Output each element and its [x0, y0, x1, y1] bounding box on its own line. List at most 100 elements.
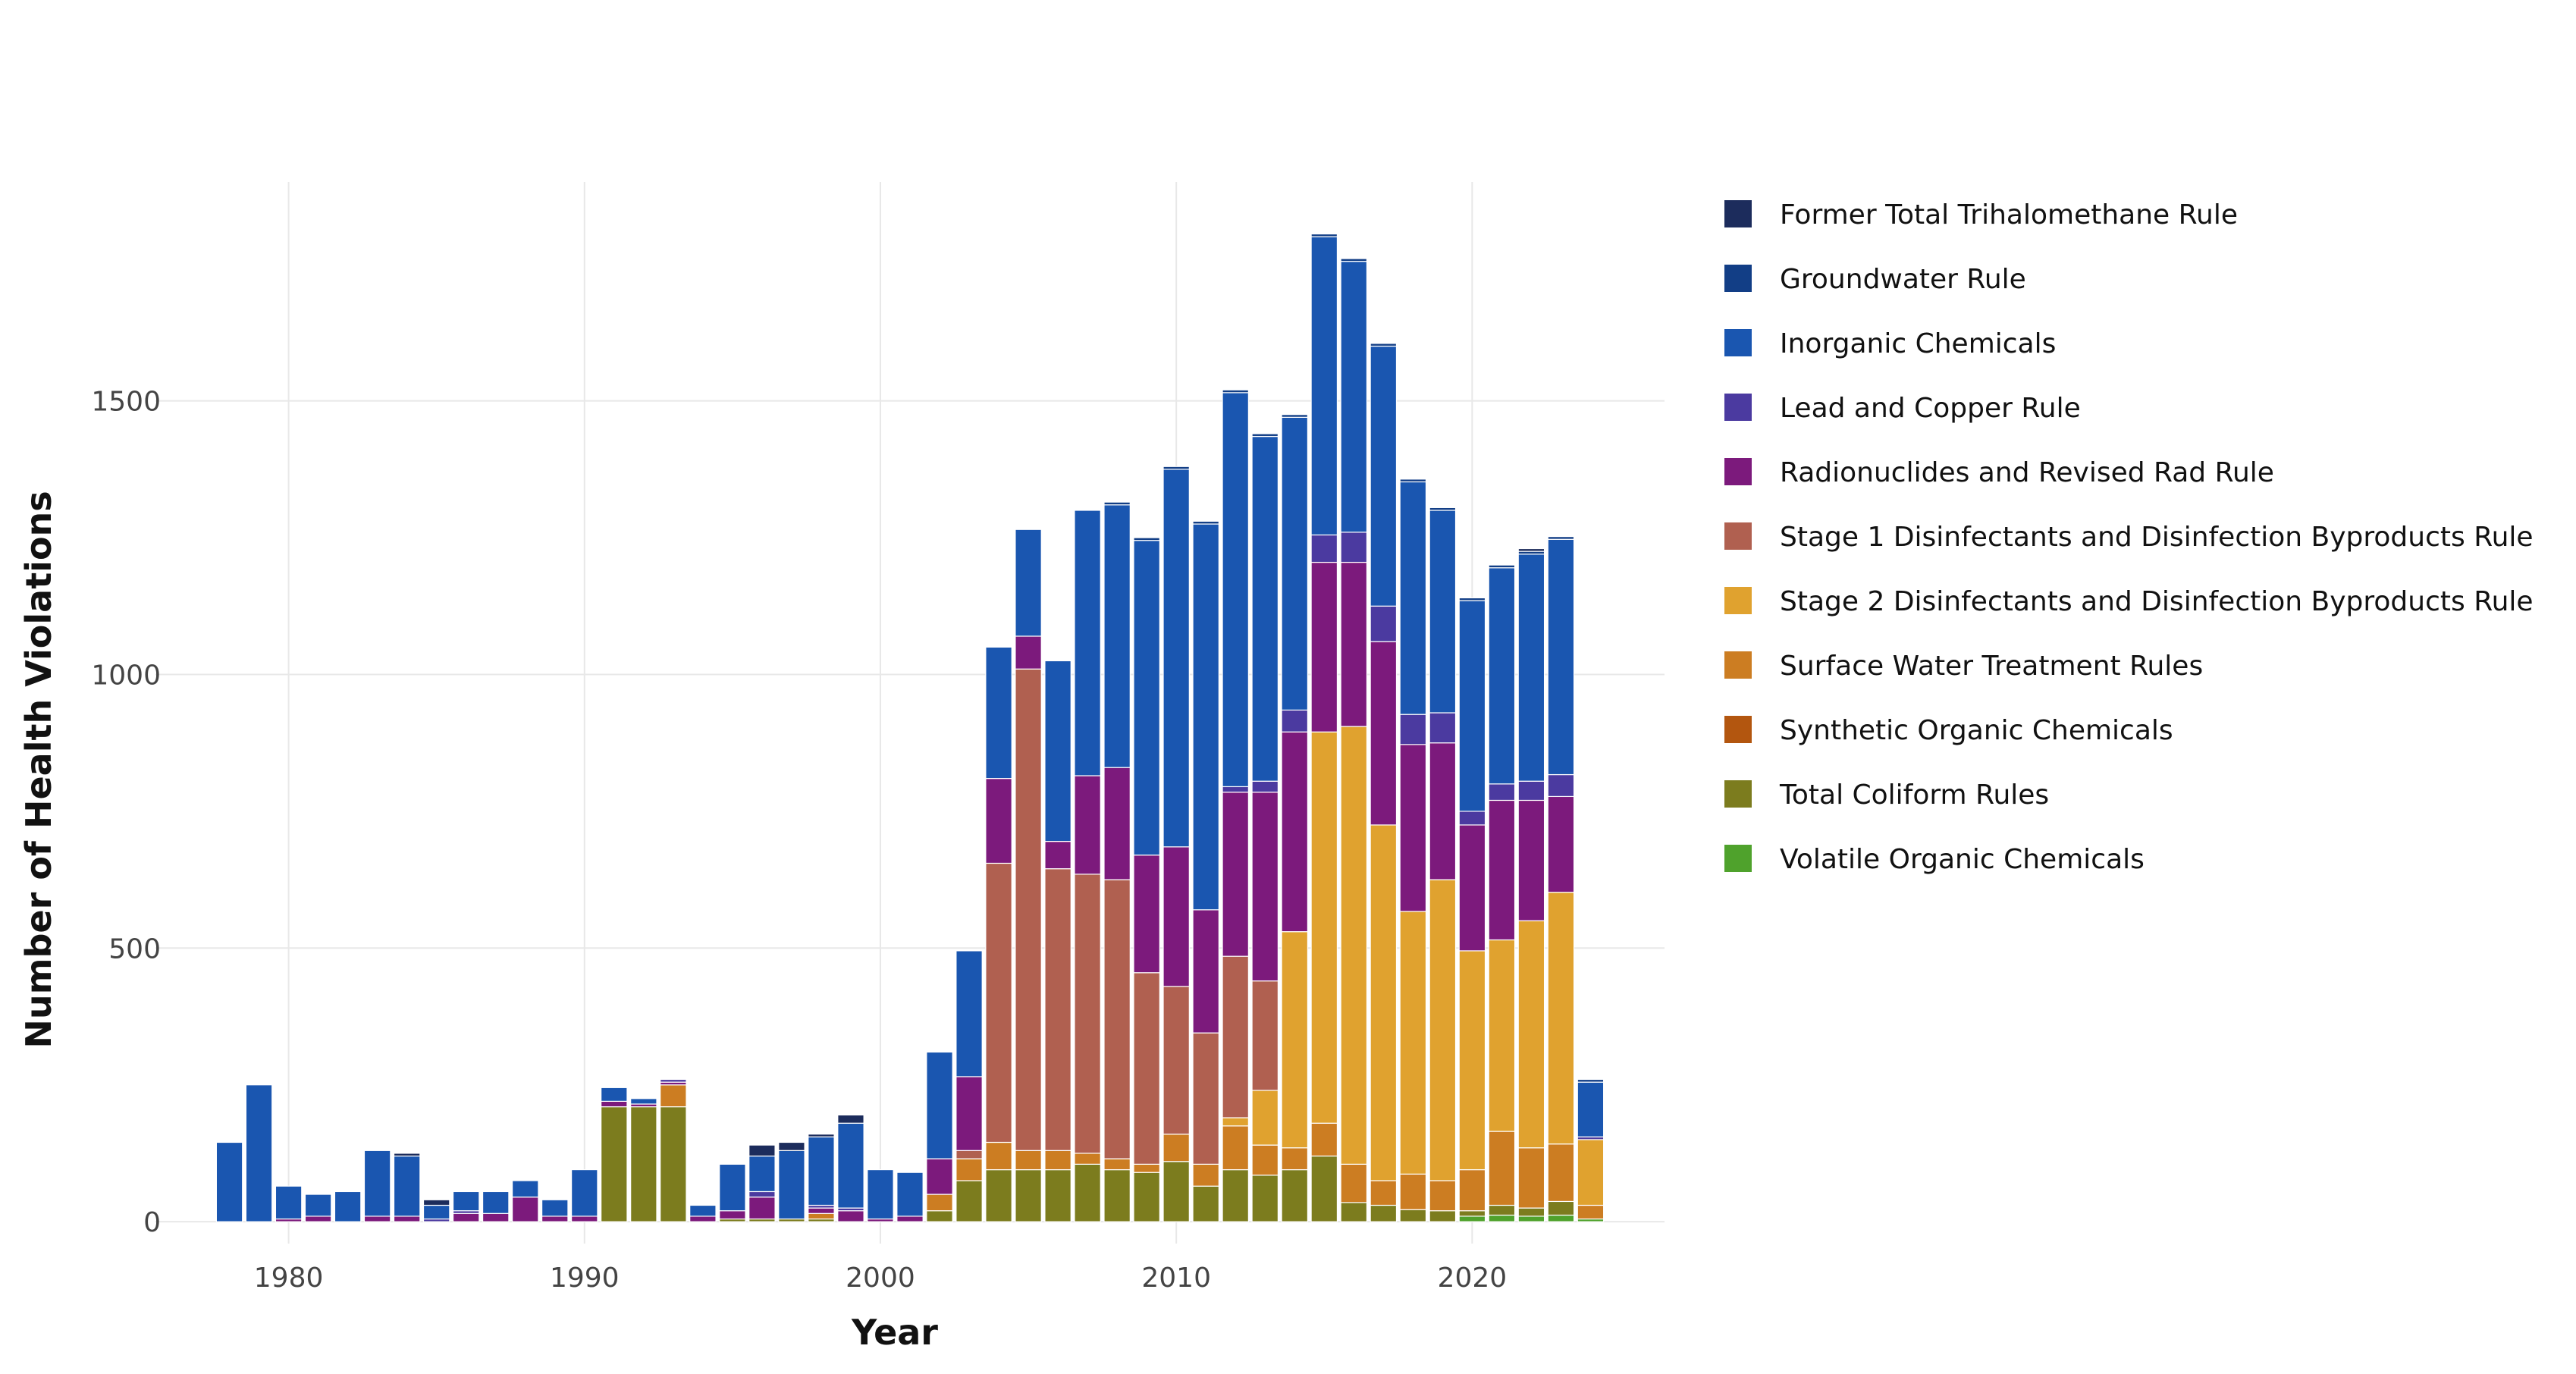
bar-segment [1458, 1169, 1486, 1212]
y-tick-labels: 0 500 1000 1500 [91, 387, 161, 1238]
bar-segment [1488, 564, 1516, 569]
bar-segment [1488, 783, 1516, 802]
y-tick-label: 1500 [91, 387, 161, 418]
bar-segment [1399, 481, 1427, 715]
bar-segment [808, 1136, 835, 1206]
bar-segment [748, 1155, 776, 1193]
bar-segment [1547, 795, 1575, 893]
bar-segment [1458, 950, 1486, 1171]
bar-segment [541, 1216, 569, 1222]
bar-segment [1488, 799, 1516, 941]
bar-segment [1251, 792, 1279, 982]
bar-segment [215, 1141, 243, 1222]
bar-segment [1222, 792, 1249, 957]
bar-segment [926, 1051, 953, 1159]
bar-segment [1310, 236, 1338, 536]
bar-segment [1192, 523, 1219, 911]
bar-segment [1340, 532, 1368, 563]
bar-segment [896, 1172, 924, 1217]
bar-segment [1044, 1150, 1072, 1171]
bar-segment [1251, 980, 1279, 1091]
bar-segment [955, 1158, 983, 1181]
bar-segment [1577, 1139, 1605, 1206]
bar-segment [1281, 416, 1309, 711]
bar-segment [245, 1084, 273, 1222]
legend-label: Lead and Copper Rule [1780, 393, 2081, 424]
bar-segment [926, 1194, 953, 1212]
y-axis-title: Number of Health Violations [18, 491, 59, 1048]
bar-segment [1517, 1207, 1545, 1217]
bar-segment [1458, 811, 1486, 826]
y-tick-label: 500 [108, 933, 161, 965]
bar-segment [867, 1169, 894, 1220]
bar-segment [1458, 600, 1486, 812]
bar-segment [1340, 261, 1368, 533]
bar-segment [837, 1122, 864, 1209]
bar-segment [1162, 1134, 1190, 1162]
bar-segment [1310, 534, 1338, 563]
bar-segment [1222, 955, 1249, 1118]
bar-segment [748, 1190, 776, 1198]
legend-swatch [1724, 716, 1752, 743]
bar-segment [1399, 911, 1427, 1175]
bar-segment [1370, 1180, 1398, 1206]
legend-swatch [1724, 845, 1752, 872]
bar-segment [1133, 540, 1160, 856]
bar-segment [422, 1199, 450, 1206]
bar-segment [1488, 939, 1516, 1132]
bar-segment [985, 1169, 1012, 1222]
bar-segment [1310, 233, 1338, 237]
bar-segment [1488, 1131, 1516, 1206]
bar-segment [1310, 1122, 1338, 1157]
x-tick-label: 2000 [846, 1263, 915, 1294]
legend-label: Groundwater Rule [1780, 264, 2026, 295]
bar-segment [1044, 1169, 1072, 1222]
bar-segment [1488, 567, 1516, 785]
legend-item: Lead and Copper Rule [1724, 393, 2081, 424]
bar-segment [955, 1150, 983, 1159]
bar-segment [511, 1197, 539, 1222]
bar-segment [1103, 879, 1131, 1159]
x-tick-label: 2010 [1141, 1263, 1211, 1294]
bar-segment [363, 1150, 391, 1217]
bar-segment [1162, 846, 1190, 987]
bar-segment [1429, 1210, 1457, 1222]
bar-segment [1251, 435, 1279, 782]
legend-swatch [1724, 522, 1752, 550]
legend-item: Surface Water Treatment Rules [1724, 651, 2203, 682]
x-axis-title: Year [851, 1312, 938, 1353]
bar-segment [1429, 742, 1457, 880]
bar-segment [452, 1212, 480, 1222]
bar-segment [926, 1210, 953, 1222]
bar-segment [1281, 1169, 1309, 1222]
bar-segment [571, 1216, 598, 1222]
y-tick-label: 1000 [91, 660, 161, 691]
x-tick-label: 1980 [254, 1263, 324, 1294]
bar-segment [1517, 1147, 1545, 1209]
bar-segment [1103, 504, 1131, 768]
legend-item: Volatile Organic Chemicals [1724, 844, 2145, 875]
legend-swatch [1724, 458, 1752, 485]
legend-label: Radionuclides and Revised Rad Rule [1780, 457, 2274, 488]
bar-segment [1577, 1081, 1605, 1137]
bar-segment [1340, 726, 1368, 1165]
bar-segment [1547, 536, 1575, 540]
legend-swatch [1724, 587, 1752, 614]
legend: Former Total Trihalomethane Rule Groundwa… [1724, 199, 2534, 875]
bar-segment [1399, 744, 1427, 912]
legend-label: Former Total Trihalomethane Rule [1780, 199, 2238, 231]
bar-segment [1222, 389, 1249, 394]
bar-segment [985, 1141, 1012, 1171]
bar-segment [630, 1098, 657, 1105]
bar-segment [601, 1087, 628, 1102]
bar-segment [1547, 1143, 1575, 1203]
bar-segment [1044, 868, 1072, 1151]
legend-swatch [1724, 265, 1752, 292]
bar-segment [748, 1144, 776, 1157]
bar-segment [1577, 1078, 1605, 1083]
bar-segment [1192, 909, 1219, 1034]
bar-segment [808, 1134, 835, 1137]
bar-segment [1222, 1125, 1249, 1171]
bar-segment [1074, 510, 1101, 776]
bar-segment [1222, 786, 1249, 793]
